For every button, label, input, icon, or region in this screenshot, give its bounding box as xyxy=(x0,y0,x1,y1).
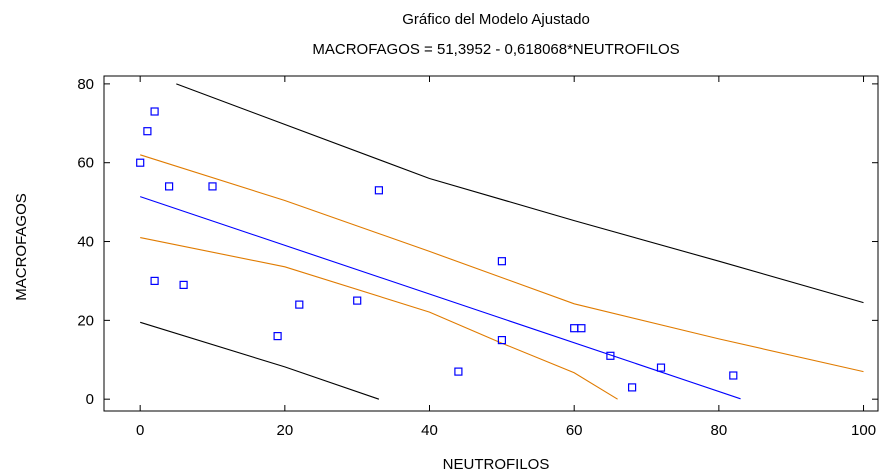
data-point-marker xyxy=(454,367,463,376)
data-point-marker xyxy=(497,336,506,345)
y-tick-label: 0 xyxy=(86,391,94,408)
y-tick-label: 40 xyxy=(77,234,94,251)
data-point-marker xyxy=(353,296,362,305)
chart-subtitle: MACROFAGOS = 51,3952 - 0,618068*NEUTROFI… xyxy=(312,41,679,58)
data-point-marker xyxy=(295,300,304,309)
plot-frame xyxy=(103,75,879,412)
prediction-band-upper xyxy=(176,83,864,304)
data-point-marker xyxy=(606,351,615,360)
data-point-marker xyxy=(150,107,159,116)
x-tick-label: 20 xyxy=(276,422,293,439)
x-axis-label: NEUTROFILOS xyxy=(443,456,550,473)
data-points xyxy=(136,107,738,392)
chart-title: Gráfico del Modelo Ajustado xyxy=(402,11,590,28)
data-point-marker xyxy=(570,324,579,333)
data-point-marker xyxy=(273,332,282,341)
data-point-marker xyxy=(729,371,738,380)
x-tick-label: 100 xyxy=(851,422,876,439)
x-tick-label: 80 xyxy=(711,422,728,439)
y-tick-label: 80 xyxy=(77,76,94,93)
data-point-marker xyxy=(577,324,586,333)
data-point-marker xyxy=(179,280,188,289)
confidence-band-upper xyxy=(140,154,864,373)
data-point-marker xyxy=(374,186,383,195)
data-point-marker xyxy=(143,127,152,136)
data-point-marker xyxy=(208,182,217,191)
x-tick-label: 60 xyxy=(566,422,583,439)
axis-ticks: 0 20 40 60 80 100 0 20 40 60 80 xyxy=(77,76,878,439)
data-point-marker xyxy=(136,158,145,167)
data-point-marker xyxy=(656,363,666,372)
data-point-marker xyxy=(627,383,637,392)
data-point-marker xyxy=(497,257,506,266)
fit-line-group xyxy=(139,196,741,400)
y-tick-label: 60 xyxy=(77,155,94,172)
data-point-marker xyxy=(165,182,174,191)
fitted-regression-line xyxy=(139,196,741,400)
x-tick-label: 40 xyxy=(421,422,438,439)
y-axis-label: MACROFAGOS xyxy=(13,193,30,301)
data-point-marker xyxy=(150,276,159,285)
x-tick-label: 0 xyxy=(136,422,144,439)
prediction-band-lower xyxy=(140,321,380,400)
band-lines xyxy=(140,83,864,400)
confidence-band-lower xyxy=(140,237,618,400)
y-tick-label: 20 xyxy=(77,312,94,329)
